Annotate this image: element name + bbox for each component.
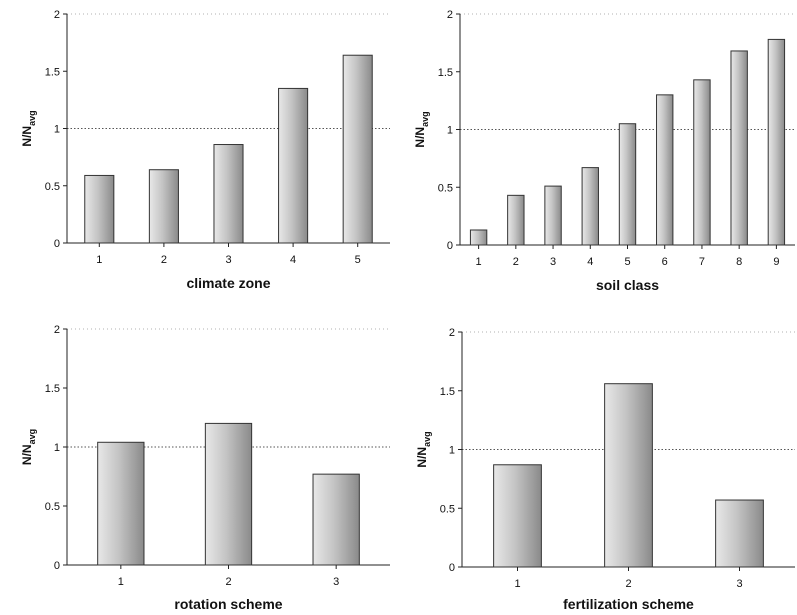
y-axis-label: N/Navg: [415, 431, 432, 467]
y-tick-label: 1: [54, 442, 60, 454]
y-tick-label: 2: [54, 9, 60, 21]
bar-8: [730, 50, 748, 246]
x-tick-label: 2: [513, 256, 519, 268]
x-tick-label: 2: [625, 578, 631, 590]
x-tick-label: 4: [290, 254, 296, 266]
x-tick-label: 3: [225, 254, 231, 266]
y-tick-label: 2: [54, 324, 60, 336]
bar-2: [604, 383, 653, 568]
y-tick-label: 1: [449, 445, 455, 457]
chart-panel-4: 0 0.5 1 1.5 2 1 2 3 fertilization scheme N/Navg: [415, 327, 795, 612]
chart-panel-2: 0 0.5 1 1.5 2 1 2 3 4 5 6 7 8 9 soil class N/Navg: [413, 9, 795, 293]
bar-3: [213, 144, 244, 244]
chart-panel-3: 0 0.5 1 1.5 2 1 2 3 rotation scheme N/Navg: [20, 324, 390, 612]
x-tick-label: 5: [355, 254, 361, 266]
x-tick-label: 3: [333, 576, 339, 588]
bar-3: [715, 499, 764, 568]
x-tick-label: 1: [118, 576, 124, 588]
y-tick-label: 1.5: [440, 386, 455, 398]
bar-7: [693, 79, 711, 246]
x-tick-label: 7: [699, 256, 705, 268]
x-tick-label: 2: [161, 254, 167, 266]
x-axis-label: climate zone: [186, 275, 270, 291]
bar-1: [84, 174, 115, 244]
y-tick-label: 0.5: [440, 503, 455, 515]
y-axis-label-main: N/N: [413, 127, 427, 148]
y-tick-label: 0: [54, 238, 60, 250]
x-tick-label: 6: [662, 256, 668, 268]
y-tick-label: 2: [447, 9, 453, 21]
bar-2: [507, 194, 525, 246]
y-axis-label-main: N/N: [415, 447, 429, 468]
y-tick-label: 1.5: [45, 66, 60, 78]
y-axis-label: N/Navg: [20, 110, 37, 146]
y-axis-label: N/Navg: [20, 429, 37, 465]
y-axis-label-main: N/N: [20, 126, 34, 147]
x-axis-label: fertilization scheme: [563, 596, 694, 612]
bar-2: [148, 169, 179, 244]
bar-1: [469, 229, 488, 246]
y-tick-label: 1.5: [438, 67, 453, 79]
x-tick-label: 1: [514, 578, 520, 590]
y-tick-label: 0.5: [45, 181, 60, 193]
x-tick-label: 4: [587, 256, 593, 268]
bar-3: [544, 185, 562, 246]
bar-9: [767, 38, 786, 246]
y-axis-label-subscript: avg: [27, 429, 37, 445]
y-tick-label: 1: [447, 125, 453, 137]
y-axis-label-main: N/N: [20, 444, 34, 465]
y-tick-label: 0: [54, 560, 60, 572]
x-tick-label: 9: [773, 256, 779, 268]
chart-panel-1: 0 0.5 1 1.5 2 1 2 3 4 5 climate zone N/Navg: [20, 9, 390, 291]
bar-2: [204, 422, 253, 566]
x-tick-label: 1: [476, 256, 482, 268]
x-tick-label: 2: [225, 576, 231, 588]
bar-1: [97, 441, 145, 566]
x-tick-label: 3: [550, 256, 556, 268]
x-tick-label: 1: [96, 254, 102, 266]
y-axis-label: N/Navg: [413, 111, 430, 147]
y-tick-label: 0.5: [438, 182, 453, 194]
x-tick-label: 8: [736, 256, 742, 268]
y-axis-label-subscript: avg: [27, 110, 37, 126]
y-tick-label: 1: [54, 124, 60, 136]
y-tick-label: 0.5: [45, 501, 60, 513]
y-tick-label: 2: [449, 327, 455, 339]
y-tick-label: 0: [447, 240, 453, 252]
x-tick-label: 3: [736, 578, 742, 590]
bar-5: [618, 123, 637, 246]
bar-1: [493, 464, 542, 568]
bar-6: [656, 94, 674, 246]
y-axis-label-subscript: avg: [420, 111, 430, 127]
bar-3: [312, 473, 360, 566]
x-axis-label: soil class: [596, 277, 659, 293]
bar-4: [581, 167, 599, 246]
x-tick-label: 5: [624, 256, 630, 268]
bar-4: [278, 87, 309, 244]
y-tick-label: 1.5: [45, 383, 60, 395]
y-axis-label-subscript: avg: [422, 431, 432, 447]
bar-5: [342, 54, 373, 244]
y-tick-label: 0: [449, 562, 455, 574]
x-axis-label: rotation scheme: [174, 596, 282, 612]
